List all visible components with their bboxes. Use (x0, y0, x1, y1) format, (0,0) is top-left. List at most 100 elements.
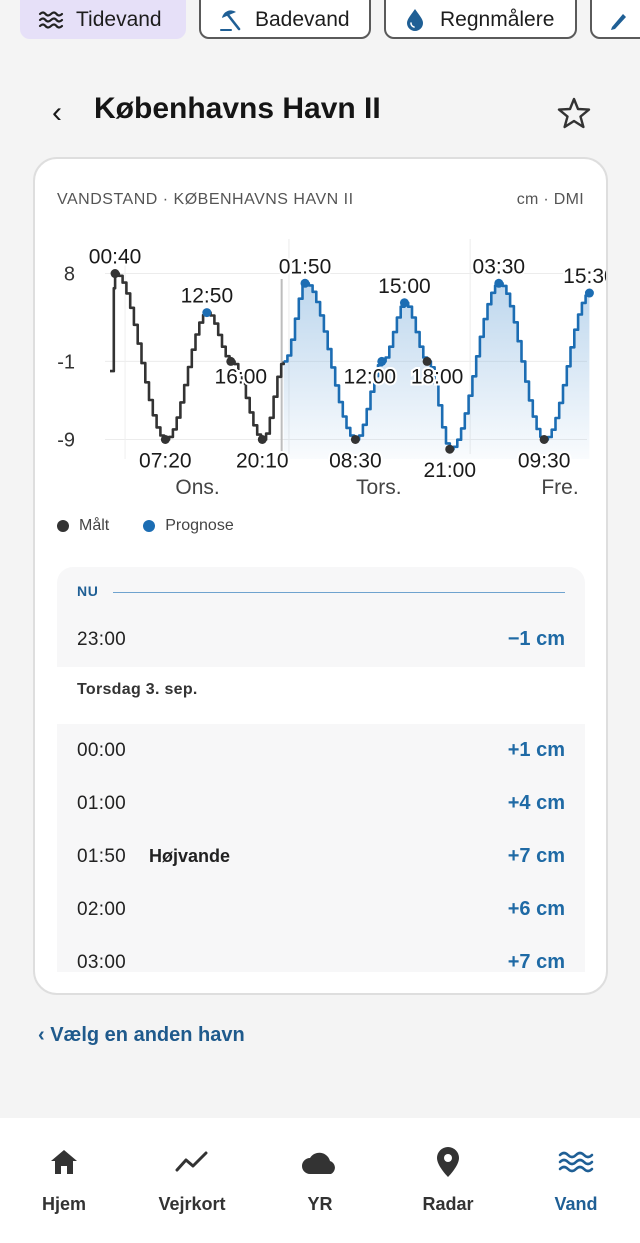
nav-item-yr[interactable]: YR (256, 1118, 384, 1243)
extremum-point (539, 434, 549, 444)
legend-item-maalt: Målt (57, 517, 109, 535)
pen-icon (608, 8, 630, 32)
extremum-label: 07:20 (139, 449, 192, 472)
back-button[interactable]: ‹ (52, 96, 62, 129)
cloud-icon (256, 1144, 384, 1180)
tab-regnmalere[interactable]: Regnmålere (384, 0, 577, 39)
extremum-label: 01:50 (279, 255, 332, 278)
extremum-label: 18:00 (411, 365, 464, 388)
row-time: 02:00 (77, 898, 127, 920)
water-drop-icon (402, 8, 428, 32)
nav-item-hjem[interactable]: Hjem (0, 1118, 128, 1243)
row-time: 00:00 (77, 739, 127, 761)
tab-tidevand[interactable]: Tidevand (20, 0, 186, 39)
extremum-label: 12:50 (181, 285, 234, 308)
nav-item-vand[interactable]: Vand (512, 1118, 640, 1243)
extremum-label: 16:00 (215, 365, 268, 388)
home-icon (0, 1144, 128, 1180)
row-time: 01:00 (77, 792, 127, 814)
row-value: +7 cm (507, 951, 565, 972)
legend-dot-maalt (57, 520, 69, 532)
row-value: +6 cm (507, 898, 565, 920)
chart-legend: Målt Prognose (57, 517, 268, 535)
list-item[interactable]: 00:00 +1 cm (57, 724, 585, 777)
now-row[interactable]: 23:00 −1 cm (57, 613, 585, 666)
waves-icon (38, 8, 64, 32)
tide-chart[interactable]: 8 -1 -9 Ons. Tors. Fre. 00:40 07:20 12:50 16:00 2… (35, 159, 608, 509)
maalt-series-line (110, 272, 285, 441)
row-value: +7 cm (507, 845, 565, 867)
list-item[interactable]: 03:00 +7 cm (57, 936, 585, 972)
legend-label: Målt (79, 517, 110, 534)
row-time: 23:00 (77, 628, 127, 650)
beach-umbrella-icon (217, 8, 243, 32)
list-item[interactable]: 01:00 +4 cm (57, 777, 585, 830)
card-header: VANDSTAND · KØBENHAVNS HAVN II cm · DMI (57, 191, 584, 209)
nav-label: Hjem (41, 1194, 86, 1214)
list-item[interactable]: 02:00 +6 cm (57, 883, 585, 936)
nav-label: Vand (554, 1194, 598, 1214)
location-pin-icon (384, 1144, 512, 1180)
tab-label: Tidevand (76, 7, 162, 31)
favorite-star-icon[interactable] (556, 96, 592, 130)
x-day-label: Tors. (356, 476, 402, 499)
x-day-label: Fre. (541, 476, 578, 499)
now-block: NU 23:00 −1 cm (57, 567, 585, 667)
extremum-point (202, 308, 212, 318)
extremum-label: 08:30 (329, 449, 382, 472)
tab-label: Badevand (255, 7, 350, 31)
legend-label: Prognose (165, 517, 234, 534)
now-label: NU (77, 583, 99, 599)
card-heading: VANDSTAND · KØBENHAVNS HAVN II (57, 191, 354, 208)
extremum-point (422, 356, 432, 366)
choose-other-harbour-link[interactable]: ‹ Vælg en anden havn (38, 1024, 245, 1046)
water-level-card: VANDSTAND · KØBENHAVNS HAVN II cm · DMI … (33, 157, 608, 995)
extremum-point (160, 434, 170, 444)
legend-item-prognose: Prognose (143, 517, 234, 535)
row-time: 01:50 (77, 845, 127, 867)
nav-item-radar[interactable]: Radar (384, 1118, 512, 1243)
y-tick-label: -1 (57, 351, 75, 373)
extremum-point (226, 356, 236, 366)
x-day-label: Ons. (175, 476, 219, 499)
extremum-point (377, 356, 387, 366)
nav-label: Vejrkort (158, 1194, 226, 1214)
extremum-point (300, 278, 310, 288)
trend-line-icon (128, 1144, 256, 1180)
y-tick-label: 8 (64, 264, 75, 286)
day-heading: Torsdag 3. sep. (57, 667, 585, 724)
extremum-label: 00:40 (89, 246, 142, 269)
tab-label: Regnmålere (440, 7, 555, 31)
row-time: 03:00 (77, 951, 127, 973)
extremum-label: 12:00 (344, 365, 397, 388)
extremum-point (110, 269, 120, 279)
unit-source: cm · DMI (516, 191, 584, 208)
extremum-label: 20:10 (236, 449, 289, 472)
nav-item-vejrkort[interactable]: Vejrkort (128, 1118, 256, 1243)
legend-dot-prognose (143, 520, 156, 532)
day-rows: 00:00 +1 cm 01:00 +4 cm 01:50 Højvande +… (57, 724, 585, 972)
tide-list[interactable]: NU 23:00 −1 cm Torsdag 3. sep. 00:00 +1 … (57, 567, 585, 972)
extremum-label: 03:30 (473, 255, 526, 278)
waves-icon (512, 1144, 640, 1180)
row-value: +1 cm (507, 739, 565, 761)
extremum-label: 21:00 (423, 459, 476, 482)
page-title: Københavns Havn II (94, 92, 381, 125)
extremum-point (584, 288, 594, 298)
extremum-point (445, 444, 455, 454)
tab-badevand[interactable]: Badevand (199, 0, 371, 39)
extremum-label: 15:00 (378, 275, 431, 298)
extremum-point (257, 434, 267, 444)
row-event: Højvande (149, 846, 231, 866)
extremum-label: 15:30 (563, 265, 608, 288)
row-value: +4 cm (507, 792, 565, 814)
y-tick-label: -9 (57, 429, 75, 451)
prognose-area (283, 283, 590, 459)
now-divider (113, 592, 565, 593)
extremum-label: 09:30 (518, 449, 571, 472)
category-tabs: Tidevand Badevand Regnmålere (0, 0, 640, 44)
tab-more[interactable] (590, 0, 640, 39)
prognose-series-line (283, 282, 591, 451)
extremum-point (494, 278, 504, 288)
list-item[interactable]: 01:50 Højvande +7 cm (57, 830, 585, 883)
